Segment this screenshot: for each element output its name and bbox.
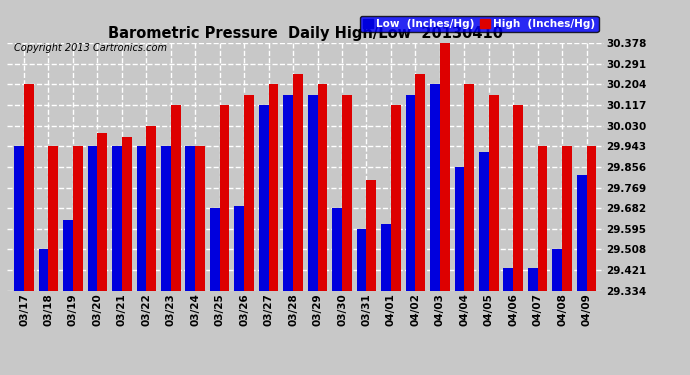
- Bar: [553, 249, 562, 291]
- Bar: [63, 220, 73, 291]
- Bar: [14, 146, 24, 291]
- Bar: [244, 95, 254, 291]
- Bar: [186, 146, 195, 291]
- Bar: [489, 95, 499, 291]
- Bar: [268, 84, 279, 291]
- Bar: [48, 146, 58, 291]
- Bar: [308, 95, 317, 291]
- Legend: Low  (Inches/Hg), High  (Inches/Hg): Low (Inches/Hg), High (Inches/Hg): [359, 16, 598, 32]
- Bar: [161, 146, 171, 291]
- Bar: [513, 105, 523, 291]
- Bar: [97, 133, 107, 291]
- Bar: [195, 146, 205, 291]
- Bar: [586, 146, 596, 291]
- Bar: [317, 84, 327, 291]
- Bar: [219, 105, 230, 291]
- Bar: [504, 268, 513, 291]
- Bar: [528, 268, 538, 291]
- Bar: [406, 95, 415, 291]
- Text: Copyright 2013 Cartronics.com: Copyright 2013 Cartronics.com: [14, 43, 167, 52]
- Bar: [122, 138, 132, 291]
- Bar: [455, 167, 464, 291]
- Bar: [235, 206, 244, 291]
- Bar: [210, 208, 219, 291]
- Bar: [146, 126, 156, 291]
- Title: Barometric Pressure  Daily High/Low  20130410: Barometric Pressure Daily High/Low 20130…: [108, 26, 503, 40]
- Bar: [112, 146, 122, 291]
- Bar: [293, 74, 303, 291]
- Bar: [479, 152, 489, 291]
- Bar: [430, 84, 440, 291]
- Bar: [171, 105, 181, 291]
- Bar: [24, 84, 34, 291]
- Bar: [464, 84, 474, 291]
- Bar: [39, 249, 48, 291]
- Bar: [88, 146, 97, 291]
- Bar: [440, 43, 450, 291]
- Bar: [284, 95, 293, 291]
- Bar: [357, 229, 366, 291]
- Bar: [538, 146, 547, 291]
- Bar: [562, 146, 572, 291]
- Bar: [73, 146, 83, 291]
- Bar: [137, 146, 146, 291]
- Bar: [415, 74, 425, 291]
- Bar: [259, 105, 268, 291]
- Bar: [391, 105, 401, 291]
- Bar: [577, 176, 586, 291]
- Bar: [332, 208, 342, 291]
- Bar: [366, 180, 376, 291]
- Bar: [342, 95, 352, 291]
- Bar: [381, 224, 391, 291]
